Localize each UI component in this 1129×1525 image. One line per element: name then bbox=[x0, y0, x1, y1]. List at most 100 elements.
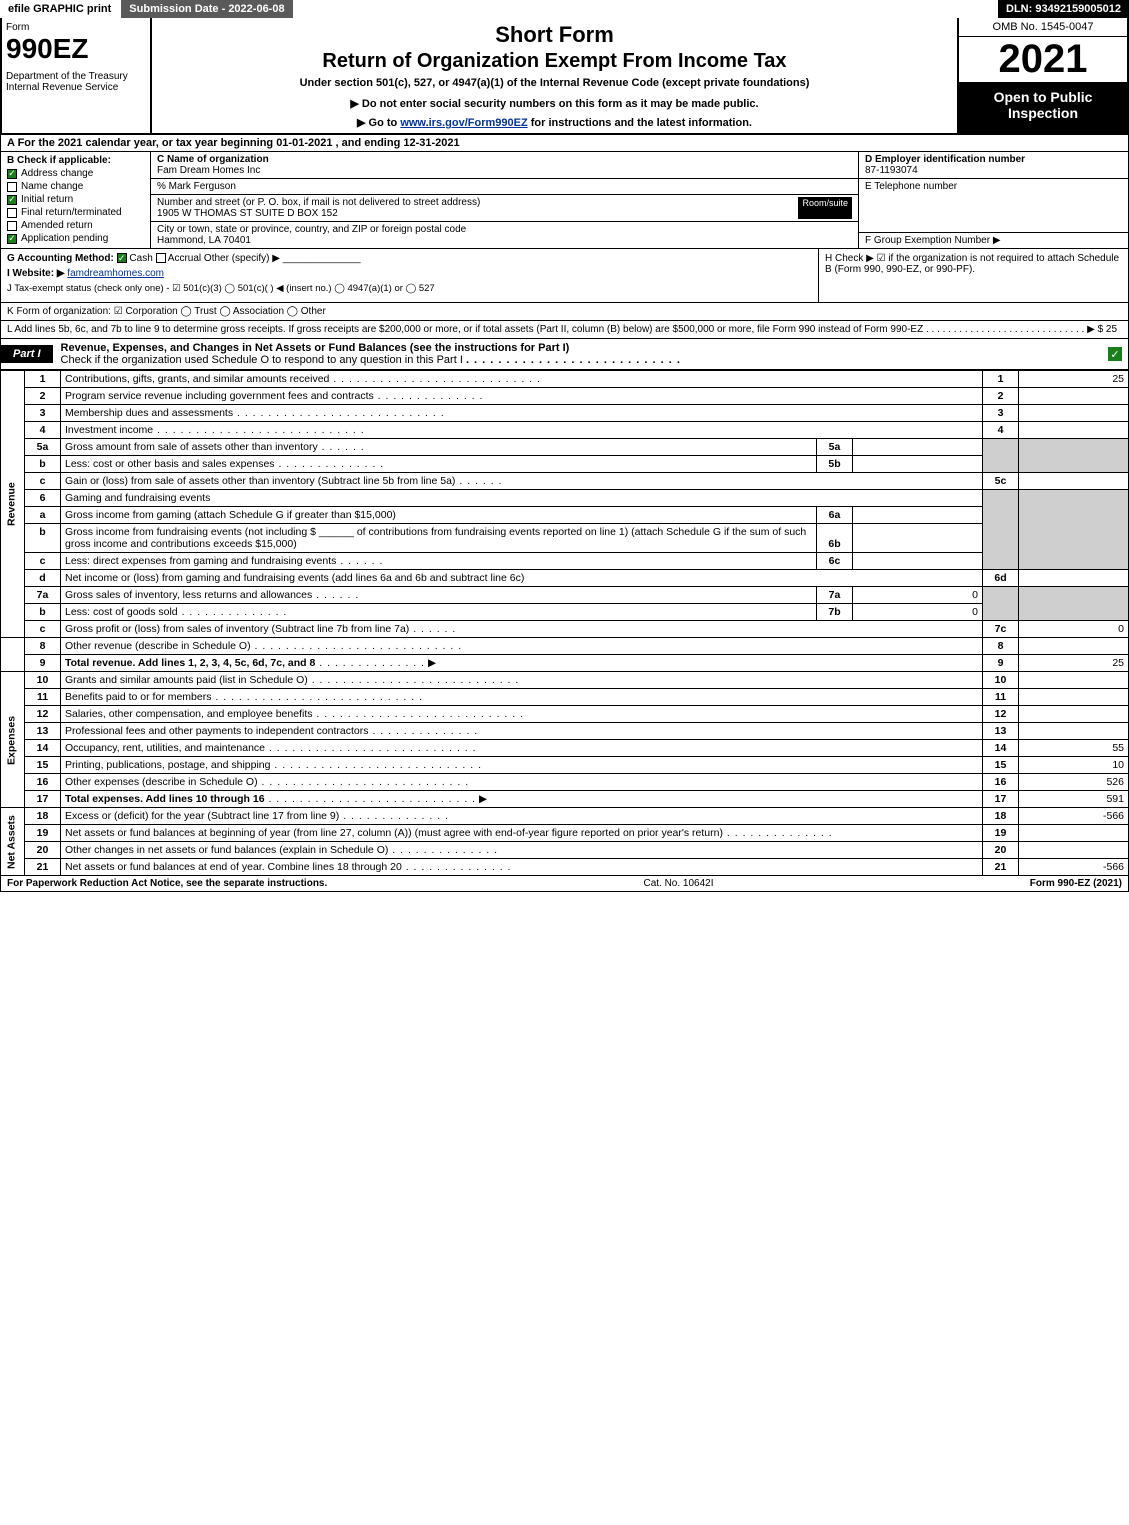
dots-icon bbox=[312, 708, 524, 720]
cb-amended-return[interactable]: Amended return bbox=[7, 220, 144, 231]
checkbox-icon[interactable]: ✓ bbox=[1108, 347, 1122, 361]
d-label: D Employer identification number bbox=[865, 154, 1025, 165]
desc-text: Total revenue. Add lines 1, 2, 3, 4, 5c,… bbox=[65, 657, 315, 669]
line-num-col: 7c bbox=[983, 621, 1019, 638]
table-row: aGross income from gaming (attach Schedu… bbox=[1, 507, 1129, 524]
dots-icon bbox=[409, 623, 456, 635]
line-desc: Contributions, gifts, grants, and simila… bbox=[61, 371, 983, 388]
omb-number: OMB No. 1545-0047 bbox=[959, 18, 1127, 37]
cb-name-change[interactable]: Name change bbox=[7, 181, 144, 192]
table-row: 19Net assets or fund balances at beginni… bbox=[1, 825, 1129, 842]
g-prefix: G Accounting Method: bbox=[7, 253, 114, 264]
f-group: F Group Exemption Number ▶ bbox=[859, 233, 1128, 248]
top-bar: efile GRAPHIC print Submission Date - 20… bbox=[0, 0, 1129, 18]
table-row: 2Program service revenue including gover… bbox=[1, 388, 1129, 405]
line-value: -566 bbox=[1019, 859, 1129, 876]
line-number: 12 bbox=[25, 706, 61, 723]
checkbox-icon[interactable] bbox=[156, 253, 166, 263]
table-row: 13Professional fees and other payments t… bbox=[1, 723, 1129, 740]
desc-text: Other changes in net assets or fund bala… bbox=[65, 844, 388, 856]
open-inspection: Open to Public Inspection bbox=[959, 83, 1127, 133]
cb-initial-return[interactable]: ✓ Initial return bbox=[7, 194, 144, 205]
line-number: c bbox=[25, 621, 61, 638]
care-of: % Mark Ferguson bbox=[157, 181, 236, 192]
line-number: 16 bbox=[25, 774, 61, 791]
part1-tab: Part I bbox=[1, 345, 53, 363]
table-row: 21Net assets or fund balances at end of … bbox=[1, 859, 1129, 876]
ssn-note: ▶ Do not enter social security numbers o… bbox=[160, 97, 949, 110]
desc-text: Grants and similar amounts paid (list in… bbox=[65, 674, 308, 686]
ein-value: 87-1193074 bbox=[865, 165, 918, 176]
line-desc: Benefits paid to or for members bbox=[61, 689, 983, 706]
line-num-col: 16 bbox=[983, 774, 1019, 791]
line-number: 5a bbox=[25, 439, 61, 456]
cb-label: Final return/terminated bbox=[21, 207, 122, 218]
line-value bbox=[1019, 473, 1129, 490]
dots-icon bbox=[339, 810, 449, 822]
line-value: 526 bbox=[1019, 774, 1129, 791]
line-num-col: 20 bbox=[983, 842, 1019, 859]
under-section: Under section 501(c), 527, or 4947(a)(1)… bbox=[160, 77, 949, 89]
irs-link[interactable]: www.irs.gov/Form990EZ bbox=[400, 117, 527, 129]
checkbox-icon[interactable]: ✓ bbox=[117, 253, 127, 263]
column-c: C Name of organization Fam Dream Homes I… bbox=[151, 152, 858, 248]
cb-application-pending[interactable]: ✓Application pending bbox=[7, 233, 144, 244]
line-value: 25 bbox=[1019, 371, 1129, 388]
line-value bbox=[1019, 842, 1129, 859]
side-revenue: Revenue bbox=[1, 371, 25, 638]
desc-text: Gross profit or (loss) from sales of inv… bbox=[65, 623, 409, 635]
dots-icon bbox=[336, 555, 383, 567]
desc-text: Membership dues and assessments bbox=[65, 407, 233, 419]
line-number: 21 bbox=[25, 859, 61, 876]
checkbox-icon: ✓ bbox=[7, 169, 17, 179]
dots-icon bbox=[315, 657, 425, 669]
efile-label[interactable]: efile GRAPHIC print bbox=[0, 0, 121, 18]
tax-year: 2021 bbox=[959, 37, 1127, 83]
e-label: E Telephone number bbox=[865, 181, 957, 192]
desc-text: Net assets or fund balances at beginning… bbox=[65, 827, 723, 839]
line-number: 7a bbox=[25, 587, 61, 604]
line-desc: Professional fees and other payments to … bbox=[61, 723, 983, 740]
line-desc: Net assets or fund balances at beginning… bbox=[61, 825, 983, 842]
line-num-col: 6d bbox=[983, 570, 1019, 587]
city-value: Hammond, LA 70401 bbox=[157, 235, 251, 246]
checkbox-icon: ✓ bbox=[7, 234, 17, 244]
line-num-col: 21 bbox=[983, 859, 1019, 876]
line-num-col: 14 bbox=[983, 740, 1019, 757]
checkbox-icon: ✓ bbox=[7, 195, 17, 205]
cb-label: Initial return bbox=[21, 194, 73, 205]
e-phone: E Telephone number bbox=[859, 179, 1128, 233]
line-value bbox=[1019, 672, 1129, 689]
cb-address-change[interactable]: ✓Address change bbox=[7, 168, 144, 179]
dots-icon bbox=[308, 674, 520, 686]
line-number: 8 bbox=[25, 638, 61, 655]
line-num-col: 5c bbox=[983, 473, 1019, 490]
dots-icon bbox=[723, 827, 833, 839]
c-street-row: Number and street (or P. O. box, if mail… bbox=[151, 195, 858, 222]
section-bc: B Check if applicable: ✓Address change N… bbox=[0, 152, 1129, 249]
line-value: -566 bbox=[1019, 808, 1129, 825]
dots-icon bbox=[466, 354, 681, 366]
cb-final-return[interactable]: Final return/terminated bbox=[7, 207, 144, 218]
line-desc: Gaming and fundraising events bbox=[61, 490, 983, 507]
website-link[interactable]: famdreamhomes.com bbox=[67, 268, 164, 279]
line-value bbox=[1019, 706, 1129, 723]
footer-center: Cat. No. 10642I bbox=[327, 878, 1029, 889]
line-num-col: 18 bbox=[983, 808, 1019, 825]
g-cash: Cash bbox=[129, 253, 152, 264]
line-number: b bbox=[25, 604, 61, 621]
line-number: 10 bbox=[25, 672, 61, 689]
line-num-col: 2 bbox=[983, 388, 1019, 405]
line-desc: Gain or (loss) from sale of assets other… bbox=[61, 473, 983, 490]
table-row: c Gross profit or (loss) from sales of in… bbox=[1, 621, 1129, 638]
line-desc: Program service revenue including govern… bbox=[61, 388, 983, 405]
d-ein: D Employer identification number 87-1193… bbox=[859, 152, 1128, 179]
desc-text: Salaries, other compensation, and employ… bbox=[65, 708, 312, 720]
grey-cell bbox=[1019, 587, 1129, 621]
form-header: Form 990EZ Department of the Treasury In… bbox=[0, 18, 1129, 135]
line-desc: Salaries, other compensation, and employ… bbox=[61, 706, 983, 723]
line-num-col: 1 bbox=[983, 371, 1019, 388]
line-j: J Tax-exempt status (check only one) - ☑… bbox=[7, 283, 812, 294]
desc-text: Professional fees and other payments to … bbox=[65, 725, 369, 737]
desc-text: Gross amount from sale of assets other t… bbox=[65, 441, 318, 453]
